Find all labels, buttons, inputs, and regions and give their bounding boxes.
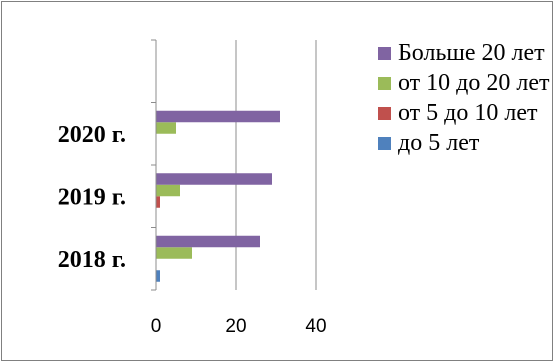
- legend: Больше 20 лет от 10 до 20 лет от 5 до 10 л…: [378, 38, 550, 158]
- x-tick-label-40: 40: [305, 316, 326, 337]
- bar-2-4: [156, 173, 272, 185]
- bar-1-4: [156, 235, 260, 248]
- bar-3-3: [156, 122, 176, 134]
- legend-label-1: Больше 20 лет: [398, 40, 545, 66]
- legend-item-1: Больше 20 лет: [378, 38, 550, 68]
- category-label-3: 2020 г.: [58, 122, 126, 148]
- category-label-1: 2018 г.: [58, 247, 126, 273]
- legend-swatch-4: [378, 137, 391, 150]
- legend-item-3: от 5 до 10 лет: [378, 98, 550, 128]
- legend-label-2: от 10 до 20 лет: [398, 70, 550, 96]
- legend-item-2: от 10 до 20 лет: [378, 68, 550, 98]
- legend-label-3: от 5 до 10 лет: [398, 100, 538, 126]
- legend-label-4: до 5 лет: [398, 130, 480, 156]
- bar-2-2: [156, 196, 160, 208]
- bar-1-1: [156, 270, 160, 282]
- x-tick-label-0: 0: [151, 316, 162, 337]
- category-label-2: 2019 г.: [58, 184, 126, 210]
- legend-swatch-2: [378, 77, 391, 90]
- legend-swatch-1: [378, 47, 391, 60]
- legend-item-4: до 5 лет: [378, 128, 550, 158]
- bar-2-3: [156, 184, 180, 197]
- x-tick-label-20: 20: [225, 316, 246, 337]
- bar-3-4: [156, 110, 280, 123]
- bar-1-3: [156, 247, 192, 259]
- legend-swatch-3: [378, 107, 391, 120]
